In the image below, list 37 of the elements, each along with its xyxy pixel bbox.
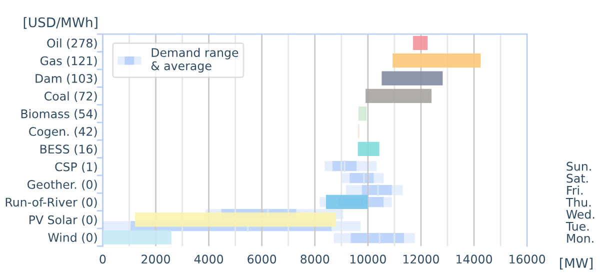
y-tick-label: CSP (1)	[55, 162, 97, 173]
x-axis-title: [MW]	[560, 258, 592, 270]
y-tick-label: Mon.	[567, 234, 594, 243]
bar	[392, 54, 481, 68]
y-axis-title: [USD/MWh]	[24, 17, 98, 29]
bar	[366, 88, 432, 104]
x-tick-label: 2000	[142, 254, 170, 264]
x-tick-label: 6000	[248, 254, 276, 264]
y-tick-label: PV Solar (0)	[29, 215, 97, 226]
legend-label: Demand range & average	[151, 48, 238, 73]
y-tick-label: Sun.	[566, 162, 591, 171]
x-tick-label: 8000	[300, 254, 330, 264]
x-tick-label: 0	[100, 254, 106, 264]
x-tick-label: 16000	[510, 254, 546, 264]
x-tick-label: 14000	[456, 254, 492, 264]
bar	[382, 71, 443, 86]
y-tick-label: Fri.	[567, 186, 582, 195]
bar	[358, 142, 380, 156]
y-tick-label: BESS (16)	[40, 144, 97, 155]
y-tick-label: Geother. (0)	[27, 180, 97, 190]
bar	[358, 106, 367, 121]
y-tick-label: Run-of-River (0)	[6, 197, 97, 208]
x-tick-label: 10000	[350, 254, 386, 264]
y-tick-label: Coal (72)	[44, 91, 97, 102]
x-tick-label: 4000	[194, 254, 224, 264]
y-tick-label: Dam (103)	[36, 74, 97, 84]
y-tick-label: Thu.	[566, 198, 591, 207]
x-tick-label: 12000	[403, 254, 439, 264]
y-tick-label: Wed.	[566, 210, 594, 219]
y-tick-label: Tue.	[566, 222, 589, 231]
bar	[413, 36, 428, 50]
y-tick-label: Biomass (54)	[21, 109, 97, 120]
y-tick-label: Wind (0)	[48, 232, 97, 244]
y-tick-label: Oil (278)	[47, 38, 97, 49]
y-tick-label: Gas (121)	[40, 56, 97, 67]
y-tick-label: Cogen. (42)	[29, 126, 97, 138]
y-tick-label: Sat.	[566, 174, 588, 183]
